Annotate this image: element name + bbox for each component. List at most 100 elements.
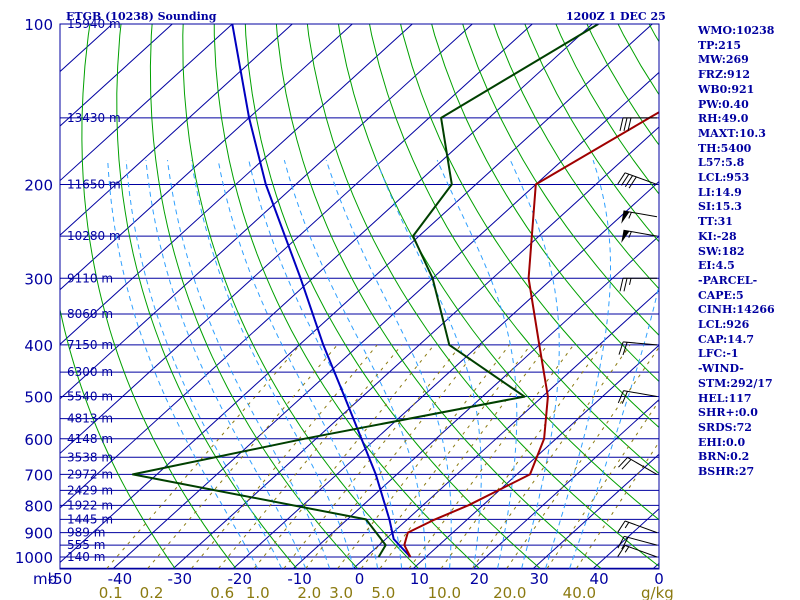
isotherm-line [60,24,174,127]
wind-barb [617,535,658,550]
pressure-tick-label: 800 [24,497,53,515]
isotherm-line [60,24,654,564]
moist-adiabat [107,160,259,569]
mixing-ratio-tick-label: 40.0 [563,584,596,600]
dry-adiabat [275,24,602,569]
pressure-tick-label: 600 [24,431,53,449]
index-item: WMO:10238 [698,24,775,37]
index-item: MW:269 [698,53,749,67]
wind-barb [617,544,658,558]
height-label: 4148 m [67,432,113,446]
mixing-ratio-line [191,344,378,569]
isotherm-line [233,180,659,569]
isotherm-line [60,24,474,400]
pressure-tick-label: 700 [24,466,53,484]
mixing-ratio-line [106,344,301,569]
plot-frame [59,23,660,570]
index-item: TP:215 [698,38,742,52]
wind-barb-shaft [623,341,658,346]
index-item: SRDS:72 [698,420,752,434]
index-item: LCL:926 [698,318,750,332]
index-item: MAXT:10.3 [698,126,766,140]
pressure-tick-label: 200 [24,176,53,194]
moist-adiabat [545,159,611,569]
wind-barb-shaft [624,544,658,558]
moist-adiabat [145,160,307,569]
temperature-tick-label: 30 [530,570,549,588]
wind-barb-shaft [624,520,658,534]
height-label: 15940 m [67,17,121,31]
wind-barb-feather [621,537,629,550]
mixing-ratio-tick-label: 0.1 [99,584,123,600]
isotherm-line [533,453,659,569]
wind-barb [619,117,657,131]
isotherm-line [113,71,659,569]
background-grid [60,24,659,569]
wind-barb-feather [621,391,628,404]
wind-barb [618,457,658,475]
wind-barb-half-feather [628,231,632,238]
temperature-tick-label: 0 [355,570,365,588]
wind-barb-feather [623,117,628,131]
wind-barb-half-feather [624,546,630,553]
index-item: TT:31 [698,215,733,229]
moist-adiabat [190,160,355,569]
parcel-path-line [231,24,412,558]
temperature-tick-label: -20 [227,570,252,588]
index-item: RH:49.0 [698,112,749,126]
wind-barb-shaft [623,390,658,398]
mixing-ratio-tick-label: 2.0 [297,584,321,600]
height-label: 1445 m [67,512,113,526]
height-label: 1922 m [67,498,113,512]
mixing-ratio-line [337,344,510,569]
wind-barb-feather [619,278,624,292]
wind-barb-feather [617,545,626,557]
isotherm-line [60,24,234,182]
wind-barb-feather [617,536,625,549]
index-item: CINH:14266 [698,303,775,317]
wind-barb-feather [618,341,624,355]
index-item: EI:4.5 [698,259,735,273]
profiles [131,24,659,558]
height-label: 8060 m [67,307,113,321]
height-label: 2429 m [67,483,113,497]
wind-barb-feather [624,175,633,188]
mixing-ratio-line [472,344,631,569]
dry-adiabat [244,24,541,569]
index-item: -PARCEL- [698,273,758,287]
moist-adiabat [167,160,331,569]
isotherm-line [353,289,659,569]
height-label: 3538 m [67,450,113,464]
temperature-line [403,111,659,558]
wind-barb-feather [617,520,626,533]
dry-adiabat [493,24,659,290]
wind-barb [617,520,658,534]
moist-adiabat [248,159,403,569]
height-label: 6300 m [67,365,113,379]
temperature-tick-label: -40 [108,570,133,588]
dry-adiabat [149,24,358,569]
pressure-tick-label: 100 [24,16,53,34]
wind-barb [617,390,658,404]
height-label: 7150 m [67,338,113,352]
pressure-tick-label: 1000 [15,549,53,567]
isotherm-line [60,24,354,291]
moist-adiabat [509,159,560,569]
mixing-ratio-line [506,346,659,569]
isotherm-line [60,24,534,455]
wind-barb-shaft [627,457,658,475]
isotherm-line [60,24,594,509]
temperature-tick-label: -50 [48,570,73,588]
wind-barb-pennant [621,210,630,224]
wind-barb-feather [618,457,628,468]
temperature-tick-label: 20 [470,570,489,588]
height-label: 555 m [67,538,105,552]
index-item: LI:14.9 [698,185,742,199]
wind-barb-feather [621,459,632,470]
wind-barb-shaft [624,172,658,185]
wind-barb-half-feather [629,278,632,285]
isotherm-line [473,399,659,569]
wind-barb-feather [628,176,637,189]
wind-barb-half-feather [624,522,630,529]
